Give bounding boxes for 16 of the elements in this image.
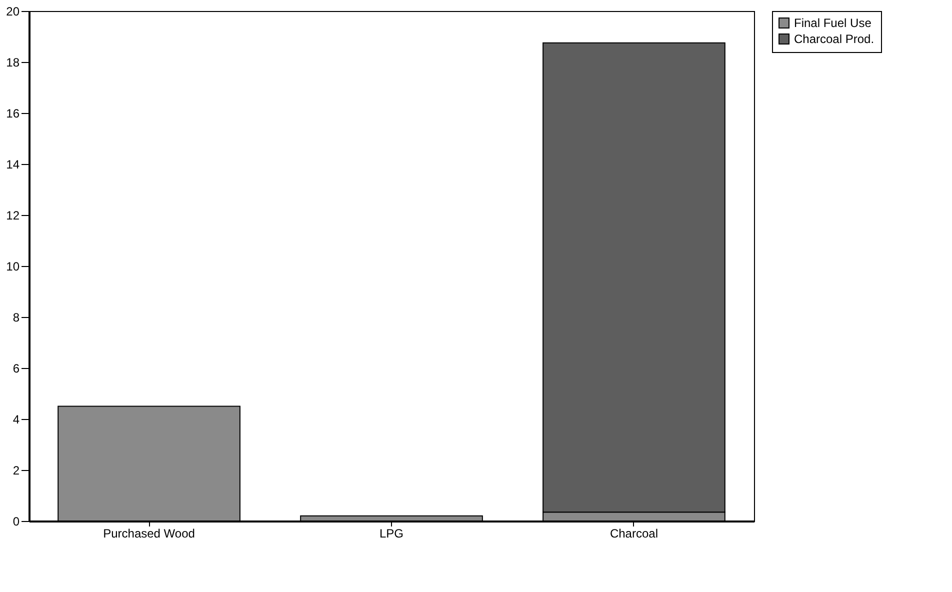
y-tick-label: 6 — [12, 362, 20, 376]
y-tick-label: 10 — [6, 260, 20, 274]
legend-label: Final Fuel Use — [794, 16, 872, 30]
y-tick-label: 18 — [6, 56, 20, 70]
y-tick-label: 12 — [6, 208, 20, 222]
x-tick-label: Charcoal — [610, 526, 658, 540]
x-tick-label: LPG — [379, 526, 404, 540]
y-tick-label: 0 — [12, 514, 20, 528]
x-tick-label: Purchased Wood — [103, 526, 195, 540]
y-tick-label: 8 — [12, 310, 20, 324]
y-tick-label: 16 — [6, 106, 20, 120]
y-tick-label: 4 — [12, 412, 20, 426]
y-tick-label: 14 — [6, 158, 20, 172]
legend-label: Charcoal Prod. — [794, 32, 874, 46]
y-tick-label: 20 — [6, 4, 20, 18]
y-tick-label: 2 — [12, 464, 20, 478]
